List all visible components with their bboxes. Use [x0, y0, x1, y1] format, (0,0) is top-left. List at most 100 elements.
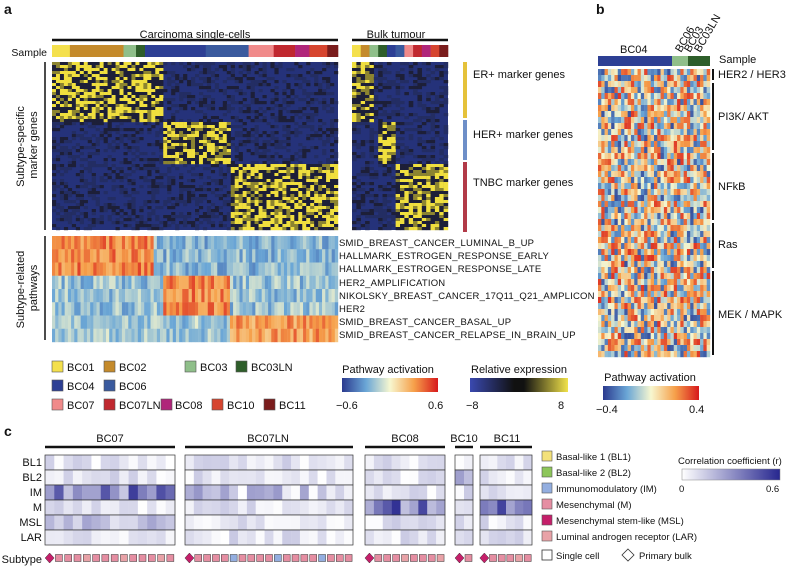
heatmap-cell [334, 101, 339, 105]
heatmap-cell [314, 182, 319, 186]
heatmap-cell [175, 110, 180, 114]
b-heatmap-cell [614, 345, 618, 352]
heatmap-cell [119, 83, 124, 87]
heatmap-cell [294, 170, 299, 174]
heatmap-cell [430, 116, 436, 120]
heatmap-cell [230, 62, 235, 66]
heatmap-cell [250, 197, 255, 201]
heatmap-cell [79, 134, 84, 138]
heatmap-cell [111, 113, 116, 117]
b-heatmap-cell [604, 345, 609, 352]
heatmap-cell [266, 185, 271, 189]
b-heatmap-cell [630, 219, 635, 226]
heatmap-cell [179, 197, 184, 201]
b-heatmap-cell [644, 327, 648, 334]
b-heatmap-cell [624, 273, 628, 280]
heatmap-cell [426, 98, 431, 102]
b-heatmap-cell [640, 135, 645, 142]
pathway-cell [55, 236, 59, 250]
b-heatmap-cell [598, 333, 602, 340]
heatmap-cell [238, 197, 243, 201]
heatmap-cell [151, 77, 156, 81]
heatmap-cell [254, 146, 259, 150]
heatmap-cell [242, 224, 247, 228]
b-heatmap-cell [611, 177, 615, 184]
heatmap-cell [322, 77, 327, 81]
pathway-cell [318, 315, 323, 329]
heatmap-cell [151, 68, 156, 72]
heatmap-cell [330, 179, 335, 183]
heatmap-cell [413, 182, 418, 186]
heatmap-cell [369, 137, 375, 141]
pathway-cell [64, 315, 69, 329]
heatmap-cell [87, 170, 92, 174]
pathway-cell [125, 262, 129, 276]
pathway-cell [204, 262, 208, 276]
heatmap-cell [131, 80, 136, 84]
heatmap-cell [262, 155, 267, 159]
heatmap-cell [250, 200, 255, 204]
heatmap-cell [115, 68, 120, 72]
heatmap-cell [270, 62, 275, 66]
heatmap-cell [314, 203, 319, 207]
heatmap-cell [395, 173, 401, 177]
heatmap-cell [91, 197, 96, 201]
heatmap-cell [365, 173, 370, 177]
heatmap-cell [175, 89, 180, 93]
heatmap-cell [306, 206, 311, 210]
heatmap-cell [187, 194, 192, 198]
heatmap-cell [55, 212, 61, 216]
heatmap-cell [119, 185, 124, 189]
pathway-cell [296, 302, 301, 316]
pathway-cell [172, 302, 177, 316]
heatmap-cell [119, 119, 124, 123]
b-sample-segment-bc04 [598, 56, 672, 66]
pathway-cell [328, 315, 332, 329]
heatmap-cell [254, 140, 259, 144]
pathway-cell [271, 275, 275, 290]
b-heatmap-cell [634, 159, 638, 166]
b-heatmap-cell [617, 321, 622, 328]
heatmap-cell [365, 212, 370, 216]
heatmap-cell [167, 179, 172, 183]
pathway-cell [163, 328, 167, 343]
heatmap-cell [167, 134, 172, 138]
heatmap-cell [195, 227, 200, 231]
heatmap-cell [314, 107, 319, 111]
pathway-cell [121, 315, 126, 329]
heatmap-cell [378, 71, 383, 75]
b-heatmap-cell [614, 225, 618, 232]
b-heatmap-cell [640, 321, 645, 328]
heatmap-cell [318, 128, 323, 132]
heatmap-cell [306, 95, 311, 99]
b-heatmap-cell [627, 141, 632, 148]
pathway-cell [331, 249, 336, 263]
heatmap-cell [151, 152, 156, 156]
pathway-cell [64, 236, 69, 250]
heatmap-cell [286, 68, 291, 72]
heatmap-cell [430, 227, 436, 231]
heatmap-cell [421, 200, 427, 204]
heatmap-cell [434, 101, 440, 105]
heatmap-cell [63, 194, 69, 198]
heatmap-cell [254, 182, 259, 186]
b-heatmap-cell [604, 147, 609, 154]
heatmap-cell [230, 215, 235, 219]
heatmap-cell [290, 68, 295, 72]
heatmap-cell [195, 74, 200, 78]
heatmap-cell [318, 89, 323, 93]
pathway-cell [172, 315, 177, 329]
heatmap-cell [195, 134, 200, 138]
heatmap-cell [360, 197, 366, 201]
b-heatmap-cell [627, 129, 632, 136]
heatmap-cell [310, 92, 315, 96]
heatmap-cell [210, 212, 216, 216]
sc-pathway-heatmap [52, 236, 339, 343]
heatmap-cell [322, 89, 327, 93]
pathway-cell [109, 262, 113, 276]
heatmap-cell [310, 227, 315, 231]
b-heatmap-cell [640, 153, 645, 160]
pathway-cell [172, 275, 177, 290]
heatmap-cell [151, 110, 156, 114]
pathway-cell [80, 302, 84, 316]
